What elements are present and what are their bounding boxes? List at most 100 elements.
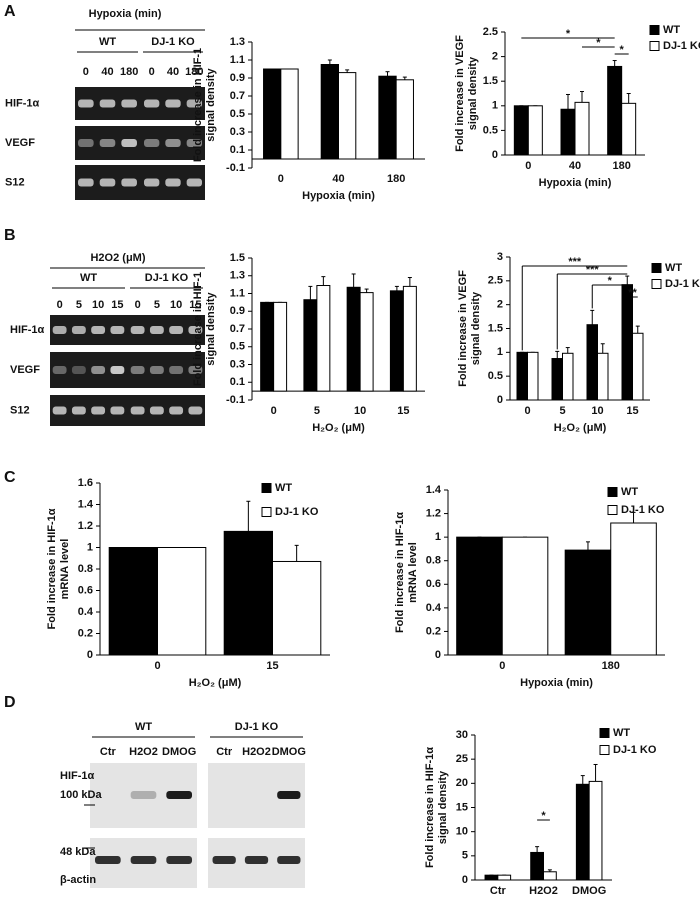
bar <box>621 102 637 156</box>
y-tick-label: 1.3 <box>230 270 245 282</box>
y-tick-label: 30 <box>456 729 468 741</box>
y-tick-label: 1.3 <box>230 36 245 48</box>
lane-label: 10 <box>170 299 182 311</box>
band <box>91 366 106 374</box>
y-tick-label: 0.9 <box>230 305 245 317</box>
x-tick-label: 0 <box>154 660 160 672</box>
y-tick-label: 1.5 <box>488 322 503 334</box>
row-label: VEGF <box>5 137 35 149</box>
y-tick-label: 1.5 <box>483 75 498 87</box>
bar <box>632 332 644 401</box>
bar <box>564 549 612 656</box>
x-tick-label: 180 <box>387 173 405 185</box>
band <box>130 406 145 415</box>
band <box>149 326 164 334</box>
y-tick-label: 3 <box>497 251 503 263</box>
y-tick-label: 1.2 <box>426 507 441 519</box>
y-tick-label: 1 <box>497 346 503 358</box>
row-label: VEGF <box>10 364 40 376</box>
y-tick-label: 0 <box>435 649 441 661</box>
bar <box>320 64 340 160</box>
bar <box>389 290 404 392</box>
x-axis-title: Hypoxia (min) <box>520 677 593 689</box>
legend-swatch <box>261 483 272 493</box>
band <box>99 139 116 147</box>
row-label: HIF-1α <box>5 97 40 109</box>
band <box>165 178 181 187</box>
significance-label: * <box>596 37 601 49</box>
y-tick-label: 1.1 <box>230 54 245 66</box>
y-tick-label: 5 <box>462 850 468 862</box>
bar <box>402 285 417 392</box>
y-tick-label: 0.2 <box>78 627 93 639</box>
y-tick-label: 0.4 <box>78 606 94 618</box>
bar <box>621 284 633 401</box>
blot <box>50 352 205 388</box>
band <box>165 99 181 108</box>
band <box>78 178 94 187</box>
band <box>130 791 157 799</box>
bar <box>316 285 331 392</box>
band <box>99 99 116 108</box>
band <box>186 178 203 187</box>
legend-label: WT <box>663 24 680 36</box>
y-tick-label: 1.6 <box>78 477 93 489</box>
legend-label: DJ-1 KO <box>663 40 700 52</box>
group-label: WT <box>135 721 152 733</box>
y-tick-label: 1 <box>87 541 93 553</box>
gel-title: H2O2 (μM) <box>90 252 145 264</box>
x-tick-label: 0 <box>525 160 531 172</box>
band <box>244 856 269 864</box>
bar <box>223 530 273 656</box>
lane-label: 5 <box>76 299 82 311</box>
y-tick-label: 0 <box>497 394 503 406</box>
y-axis-title: signal density <box>467 56 479 130</box>
y-tick-label: 1 <box>435 531 441 543</box>
bar <box>359 292 374 392</box>
x-tick-label: Ctr <box>490 885 507 897</box>
bar <box>272 560 322 656</box>
x-tick-label: 15 <box>266 660 278 672</box>
lane-label: 10 <box>92 299 104 311</box>
bar <box>530 851 544 881</box>
bar <box>516 351 528 401</box>
x-tick-label: 180 <box>602 660 620 672</box>
band <box>169 406 184 415</box>
bar <box>346 286 361 392</box>
x-tick-label: H2O2 <box>529 885 558 897</box>
x-tick-label: 5 <box>559 405 565 417</box>
legend-label: DJ-1 KO <box>621 504 665 516</box>
band <box>71 406 86 415</box>
y-axis-title: Fold increase in HIF-1α <box>46 508 58 629</box>
x-axis-title: H₂O₂ (μM) <box>189 677 242 689</box>
lane-label: H2O2 <box>129 746 158 758</box>
panel-label: D <box>4 694 16 711</box>
significance-label: *** <box>568 256 582 268</box>
y-axis-title: signal density <box>437 770 449 844</box>
x-axis-title: H₂O₂ (μM) <box>554 422 607 434</box>
significance-label: * <box>608 275 613 287</box>
bar <box>263 68 282 160</box>
band <box>169 366 184 374</box>
y-tick-label: 0 <box>492 149 498 161</box>
x-tick-label: 15 <box>626 405 638 417</box>
band <box>169 326 184 334</box>
x-tick-label: 10 <box>591 405 603 417</box>
band <box>143 99 160 108</box>
significance-label: * <box>620 44 625 56</box>
band <box>71 326 86 334</box>
y-axis-title: Fold increase in VEGF <box>454 35 466 152</box>
y-tick-label: -0.1 <box>226 394 245 406</box>
lane-label: Ctr <box>216 746 233 758</box>
legend-label: WT <box>621 486 638 498</box>
lane-label: Ctr <box>100 746 117 758</box>
y-tick-label: 0.5 <box>230 108 245 120</box>
band <box>188 366 203 374</box>
band <box>149 406 164 415</box>
lane-label: H2O2 <box>242 746 271 758</box>
band <box>99 178 116 187</box>
y-tick-label: 0.1 <box>230 144 245 156</box>
band <box>110 366 125 374</box>
x-tick-label: 0 <box>499 660 505 672</box>
